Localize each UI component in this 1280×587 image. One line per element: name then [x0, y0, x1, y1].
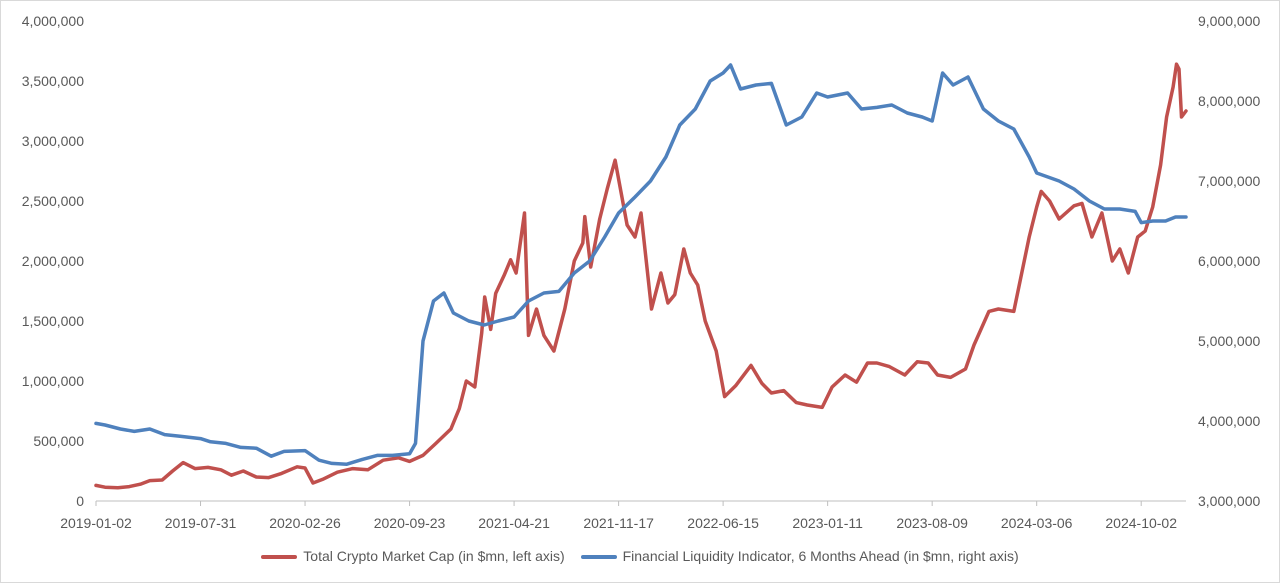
axes: 0 500,000 1,000,000 1,500,000 2,000,000 2,500… [22, 13, 1261, 531]
y-right-tick-label: 7,000,000 [1198, 173, 1260, 189]
y-right-tick-label: 9,000,000 [1198, 13, 1260, 29]
legend-swatch-red [261, 555, 298, 560]
legend-item-liquidity-indicator: Financial Liquidity Indicator, 6 Months … [580, 548, 1019, 564]
series-lines [94, 62, 1188, 490]
legend-swatch-blue [580, 555, 617, 560]
y-left-tick-label: 500,000 [33, 433, 84, 449]
y-left-tick-label: 4,000,000 [22, 13, 84, 29]
y-right-tick-label: 6,000,000 [1198, 253, 1260, 269]
y-left-tick-label: 3,500,000 [22, 73, 84, 89]
x-tick-label: 2019-07-31 [165, 515, 237, 531]
x-tick-label: 2024-03-06 [1001, 515, 1073, 531]
x-tick-label: 2020-09-23 [374, 515, 446, 531]
y-left-tick-label: 1,500,000 [22, 313, 84, 329]
x-tick-label: 2020-02-26 [269, 515, 341, 531]
y-right-tick-label: 5,000,000 [1198, 333, 1260, 349]
x-tick-label: 2023-08-09 [896, 515, 968, 531]
y-left-tick-label: 2,500,000 [22, 193, 84, 209]
y-left-tick-label: 1,000,000 [22, 373, 84, 389]
x-tick-label: 2022-06-15 [687, 515, 759, 531]
y-right-tick-label: 3,000,000 [1198, 493, 1260, 509]
x-tick-label: 2023-01-11 [792, 515, 863, 531]
x-tick-label: 2021-04-21 [478, 515, 550, 531]
y-right-tick-label: 4,000,000 [1198, 413, 1260, 429]
x-tick-label: 2024-10-02 [1105, 515, 1177, 531]
series-line-crypto-market-cap [94, 62, 1188, 490]
legend-label-liquidity-indicator: Financial Liquidity Indicator, 6 Months … [622, 548, 1019, 564]
x-tick-label: 2019-01-02 [60, 515, 132, 531]
x-tick-label: 2021-11-17 [583, 515, 654, 531]
y-right-tick-label: 8,000,000 [1198, 93, 1260, 109]
y-left-tick-label: 3,000,000 [22, 133, 84, 149]
legend: Total Crypto Market Cap (in $mn, left ax… [0, 548, 1280, 564]
series-line-liquidity-indicator [94, 63, 1188, 466]
legend-item-crypto-market-cap: Total Crypto Market Cap (in $mn, left ax… [261, 548, 565, 564]
y-left-tick-label: 2,000,000 [22, 253, 84, 269]
y-left-tick-label: 0 [76, 493, 84, 509]
legend-label-crypto-market-cap: Total Crypto Market Cap (in $mn, left ax… [303, 548, 565, 564]
